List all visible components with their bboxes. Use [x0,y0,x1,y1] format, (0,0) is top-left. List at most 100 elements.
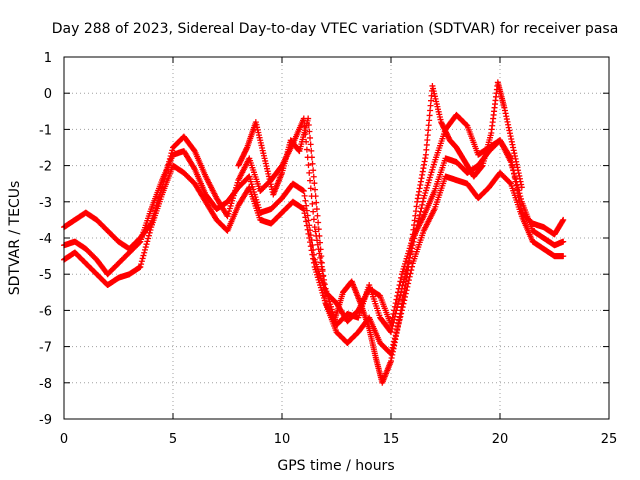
data-point [303,146,310,153]
data-point [419,198,426,205]
data-point [309,251,316,258]
data-point [302,197,309,204]
y-tick-label: -5 [39,268,52,283]
data-point [309,200,316,207]
data-point [312,228,319,235]
data-point [138,261,145,268]
data-point [140,252,147,259]
data-point [311,180,318,187]
data-point [395,285,402,292]
y-tick-label: -2 [39,160,52,175]
data-point [391,307,398,314]
x-tick-label: 5 [169,432,177,447]
series-3 [61,162,567,357]
data-point [307,243,314,250]
data-point [306,169,313,176]
data-point [138,258,145,265]
data-point [303,222,310,229]
data-point [142,244,149,251]
data-point [136,239,143,246]
y-tick-label: 1 [44,51,52,66]
data-point [307,177,314,184]
data-point [310,216,317,223]
data-point [302,214,309,221]
y-tick-label: -6 [39,304,52,319]
x-tick-label: 25 [601,432,618,447]
y-tick-label: -4 [39,232,52,247]
data-point [394,292,401,299]
data-point [320,273,327,280]
data-point [137,263,144,270]
data-point [389,314,396,321]
data-point [307,134,314,141]
data-point [304,226,311,233]
data-point [143,241,150,248]
data-point [308,247,315,254]
data-point [313,206,320,213]
data-point [314,212,321,219]
data-point [391,303,398,310]
data-point [169,147,176,154]
x-tick-label: 0 [60,432,68,447]
data-point [145,235,152,242]
data-point [517,193,524,200]
data-point [518,184,525,191]
data-point [305,162,312,169]
data-point [309,160,316,167]
x-tick-label: 10 [274,432,291,447]
y-tick-label: -9 [39,413,52,428]
data-point [145,232,152,239]
data-point [515,187,522,194]
data-point [310,255,317,262]
data-point [388,326,395,333]
y-tick-label: 0 [44,87,52,102]
data-point [560,238,567,245]
data-point [305,115,312,122]
x-tick-label: 20 [492,432,509,447]
data-point [319,266,326,273]
data-point [315,226,322,233]
y-axis-label: SDTVAR / TECUs [7,181,23,296]
data-point [139,255,146,262]
data-point [301,192,308,199]
data-point [146,229,153,236]
data-point [516,190,523,197]
data-point [318,253,325,260]
y-tick-label: -1 [39,123,52,138]
data-point [395,289,402,296]
data-point [316,239,323,246]
data-point [307,141,314,148]
data-point [390,311,397,318]
data-point [315,219,322,226]
data-point [507,158,514,165]
data-point [141,249,148,256]
grid-lines [64,57,609,419]
x-tick-label: 15 [383,432,400,447]
data-point [300,206,307,213]
data-point [560,253,567,260]
data-point [305,230,312,237]
data-point [388,321,394,328]
data-point [396,282,403,289]
y-tick-label: -8 [39,377,52,392]
series-4 [235,79,525,386]
data-point [310,259,317,266]
data-point [419,201,426,208]
data-point [144,238,151,245]
x-axis-label: GPS time / hours [277,458,394,474]
series-2 [61,137,567,328]
data-point [321,286,328,293]
data-point [388,329,394,336]
data-point [310,208,317,215]
data-point [310,173,317,180]
data-point [318,259,325,266]
data-point [303,218,310,225]
data-point [305,122,312,129]
data-point [518,195,525,202]
data-point [308,147,315,154]
data-point [191,164,198,171]
data-point [306,128,313,135]
data-point [307,185,314,192]
data-point [147,226,154,233]
